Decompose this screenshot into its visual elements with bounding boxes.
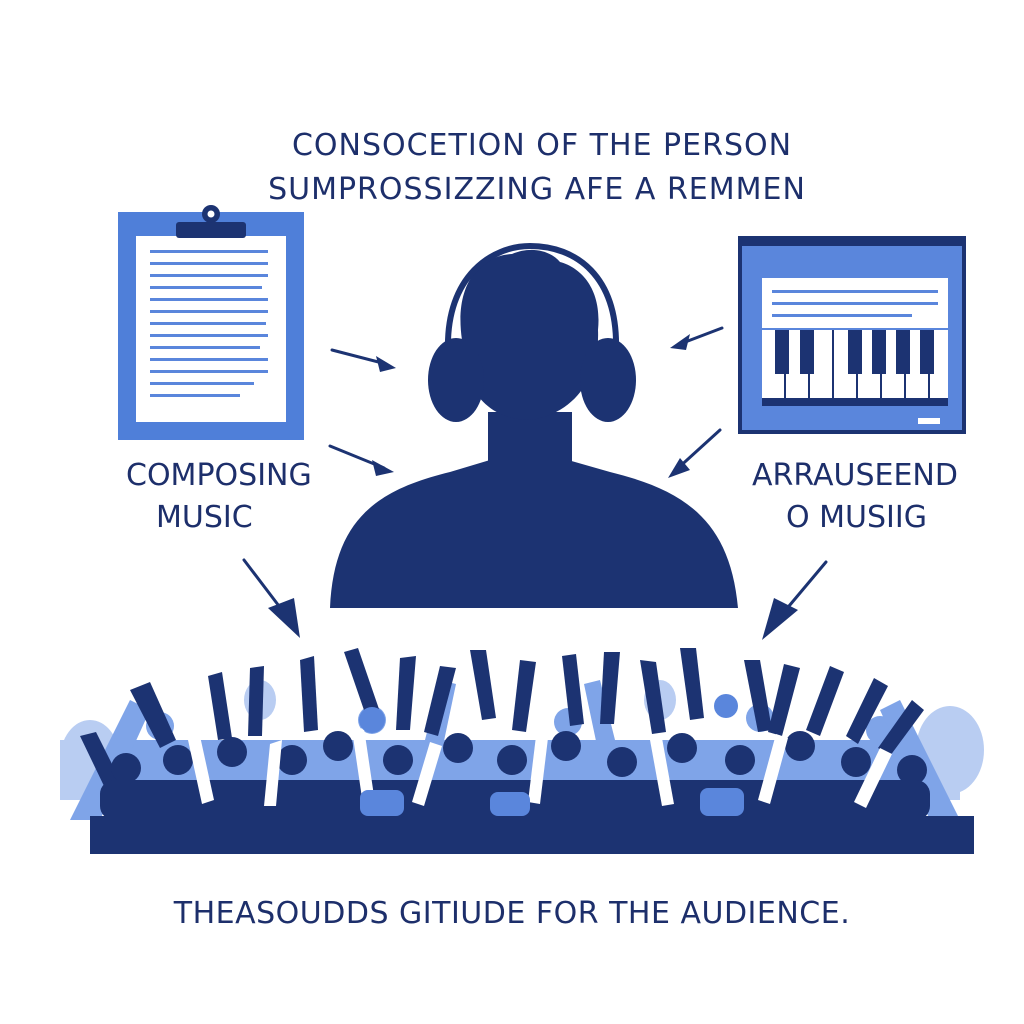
cheering-crowd-icon [60, 648, 984, 820]
title-line-1: CONSOCETION OF THE PERSON [291, 128, 793, 163]
person-with-headphones-icon [330, 242, 738, 608]
stage-bar [90, 816, 974, 854]
document-text-lines [150, 250, 268, 397]
piano-keyboard-screen-icon [738, 236, 966, 434]
label-composing-line-1: COMPOSING [126, 458, 312, 493]
headphone-left-cup [428, 338, 484, 422]
person-neck [488, 412, 572, 470]
clipboard-document-icon [118, 205, 304, 440]
headphone-band [444, 242, 620, 351]
crowd-heads [111, 731, 927, 785]
crowd-raised-arms [80, 648, 924, 786]
arrows-to-audience [242, 558, 828, 640]
person-head [460, 249, 599, 420]
label-composing-line-2: MUSIC [156, 500, 253, 535]
arrow-down-left-icon [242, 558, 300, 638]
arrow-left-bottom-icon [328, 444, 394, 476]
label-arranged-line-1: ARRAUSEEND [752, 458, 958, 493]
piano-black-keys [775, 330, 934, 374]
arrow-right-top-icon [670, 326, 724, 350]
person-torso [330, 420, 738, 608]
label-arranged-line-2: O MUSIIG [786, 500, 927, 535]
label-composing-music: COMPOSING MUSIC [126, 455, 312, 539]
arrow-right-bottom-icon [668, 428, 722, 478]
headphone-right-cup [580, 338, 636, 422]
label-arranged-music: ARRAUSEEND O MUSIIG [752, 455, 958, 539]
caption: THEASOUDDS GITIUDE FOR THE AUDIENCE. [173, 896, 851, 931]
crowd-highlight-arms [188, 728, 892, 808]
arrows-to-person [328, 326, 724, 478]
arrow-down-right-icon [762, 560, 828, 640]
crowd-blue-bodies [359, 694, 744, 816]
arrow-left-top-icon [330, 348, 396, 372]
title-line-2: SUMPROSSIZZING AFE A REMMEN [268, 172, 806, 207]
